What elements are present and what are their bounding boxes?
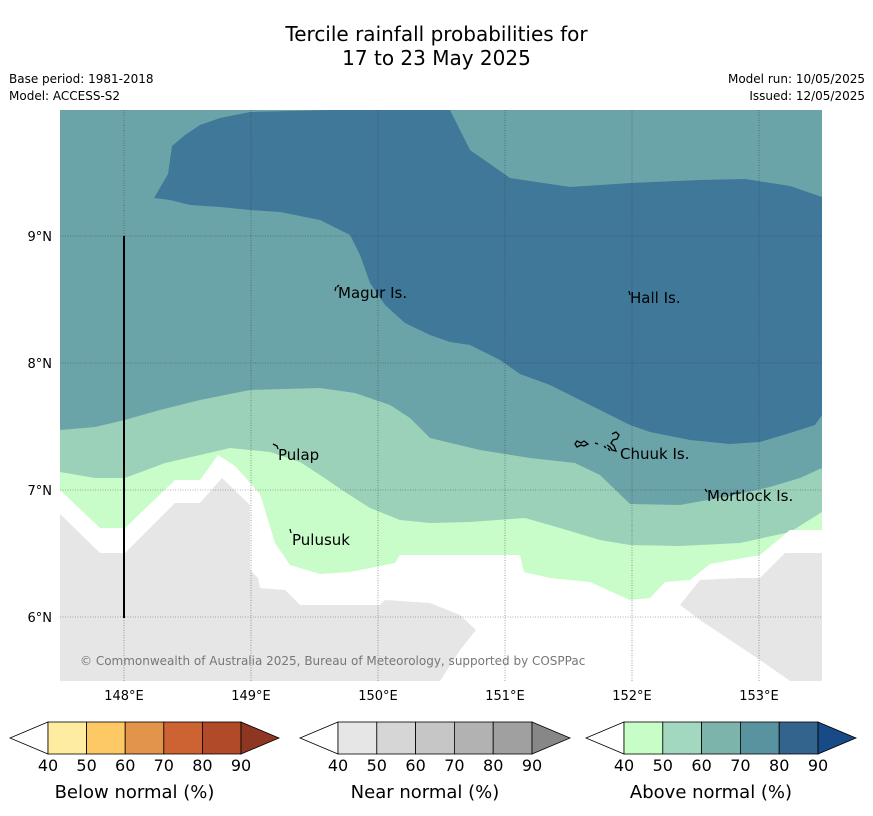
- longitude-ticks: 148°E 149°E 150°E 151°E 152°E 153°E: [104, 689, 779, 704]
- meta-right: Model run: 10/05/2025 Issued: 12/05/2025: [728, 71, 865, 105]
- chuuk-reef-mark: [574, 440, 590, 448]
- colorbar-segment: [492, 721, 533, 755]
- label-pulap: Pulap: [278, 446, 319, 464]
- lon-tick-label: 149°E: [231, 689, 271, 704]
- colorbar-segment: [47, 721, 87, 755]
- colorbar-tick: 60: [405, 756, 425, 775]
- meta-left: Base period: 1981-2018 Model: ACCESS-S2: [9, 71, 154, 105]
- title-line-1: Tercile rainfall probabilities for: [285, 22, 588, 46]
- colorbar-tick: 40: [38, 756, 58, 775]
- near-normal-zone: [60, 478, 476, 681]
- colorbar-segment: [740, 721, 780, 755]
- colorbar-segment: [124, 721, 165, 755]
- colorbar-tick: 70: [154, 756, 174, 775]
- colorbar-tick: 60: [691, 756, 711, 775]
- colorbar-tick: 50: [76, 756, 96, 775]
- colorbar-1: 40 50 60 70 80 90 Near normal (%): [298, 721, 572, 803]
- lon-tick-label: 152°E: [612, 689, 652, 704]
- colorbar-segment: [376, 721, 416, 755]
- colorbar-max-extend: [531, 721, 572, 755]
- mortlock-island-mark: [704, 488, 708, 493]
- colorbar-min-extend: [584, 721, 625, 755]
- colorbar-segment: [415, 721, 455, 755]
- colorbar-tick: 90: [231, 756, 251, 775]
- colorbar-segment: [662, 721, 702, 755]
- map-grid: [60, 110, 822, 681]
- copyright-text: © Commonwealth of Australia 2025, Bureau…: [80, 654, 585, 668]
- model-run: Model run: 10/05/2025: [727, 72, 865, 86]
- lon-tick-label: 153°E: [739, 689, 779, 704]
- colorbar-min-extend: [8, 721, 49, 755]
- colorbar-label: Below normal (%): [55, 782, 215, 803]
- colorbar-tick: 80: [483, 756, 503, 775]
- colorbar-max-extend: [817, 721, 858, 755]
- magur-island-mark: [334, 284, 340, 292]
- colorbar-tick: 50: [653, 756, 673, 775]
- colorbar-segment: [163, 721, 203, 755]
- model-name: Model: ACCESS-S2: [9, 89, 121, 103]
- colorbar-tick: 40: [614, 756, 634, 775]
- near-normal-zone-edge: [814, 570, 822, 590]
- pulap-island-mark: [272, 443, 279, 450]
- colorbar-tick: 70: [730, 756, 750, 775]
- lat-tick-label: 9°N: [28, 230, 53, 245]
- colorbar-2: 40 50 60 70 80 90 Above normal (%): [584, 721, 858, 803]
- colorbar-label: Above normal (%): [630, 782, 792, 803]
- chart-title: Tercile rainfall probabilities for 17 to…: [0, 22, 873, 70]
- colorbar-tick: 80: [769, 756, 789, 775]
- issued-date: Issued: 12/05/2025: [749, 89, 865, 103]
- lat-tick-label: 6°N: [28, 611, 53, 626]
- colorbar-segment: [453, 721, 494, 755]
- lat-tick-label: 7°N: [28, 484, 53, 499]
- latitude-ticks: 9°N 8°N 7°N 6°N: [28, 230, 53, 626]
- colorbar-segment: [778, 721, 819, 755]
- colorbar-tick: 60: [115, 756, 135, 775]
- colorbar-max-extend: [240, 721, 281, 755]
- above-80-zone: [154, 110, 822, 444]
- label-mortlock: Mortlock Is.: [707, 487, 793, 505]
- colorbar-tick: 70: [444, 756, 464, 775]
- map-area: [60, 110, 822, 681]
- title-line-2: 17 to 23 May 2025: [342, 46, 531, 70]
- colorbar-tick: 90: [808, 756, 828, 775]
- colorbar-segment: [623, 721, 664, 755]
- legend-colorbars: 40 50 60 70 80 90 Below normal (%) 40 50 60 70 80 90…: [8, 721, 858, 803]
- base-period: Base period: 1981-2018: [9, 72, 154, 86]
- label-pulusuk: Pulusuk: [292, 531, 350, 549]
- colorbar-tick: 80: [192, 756, 212, 775]
- label-magur: Magur Is.: [338, 284, 407, 302]
- lat-tick-label: 8°N: [28, 357, 53, 372]
- colorbar-0: 40 50 60 70 80 90 Below normal (%): [8, 721, 281, 803]
- colorbar-min-extend: [298, 721, 339, 755]
- colorbar-segment: [86, 721, 126, 755]
- island-outlines: [272, 284, 708, 534]
- colorbar-tick: 50: [367, 756, 387, 775]
- colorbar-segment: [201, 721, 242, 755]
- colorbar-segment: [701, 721, 741, 755]
- pulusuk-island-mark: [289, 528, 292, 534]
- lon-tick-label: 151°E: [485, 689, 525, 704]
- lon-tick-label: 148°E: [104, 689, 144, 704]
- label-chuuk: Chuuk Is.: [620, 445, 689, 463]
- colorbar-tick: 90: [522, 756, 542, 775]
- label-hall: Hall Is.: [630, 289, 681, 307]
- colorbar-tick: 40: [328, 756, 348, 775]
- hall-island-mark: [628, 290, 631, 296]
- colorbar-label: Near normal (%): [351, 782, 500, 803]
- lon-tick-label: 150°E: [358, 689, 398, 704]
- colorbar-segment: [337, 721, 378, 755]
